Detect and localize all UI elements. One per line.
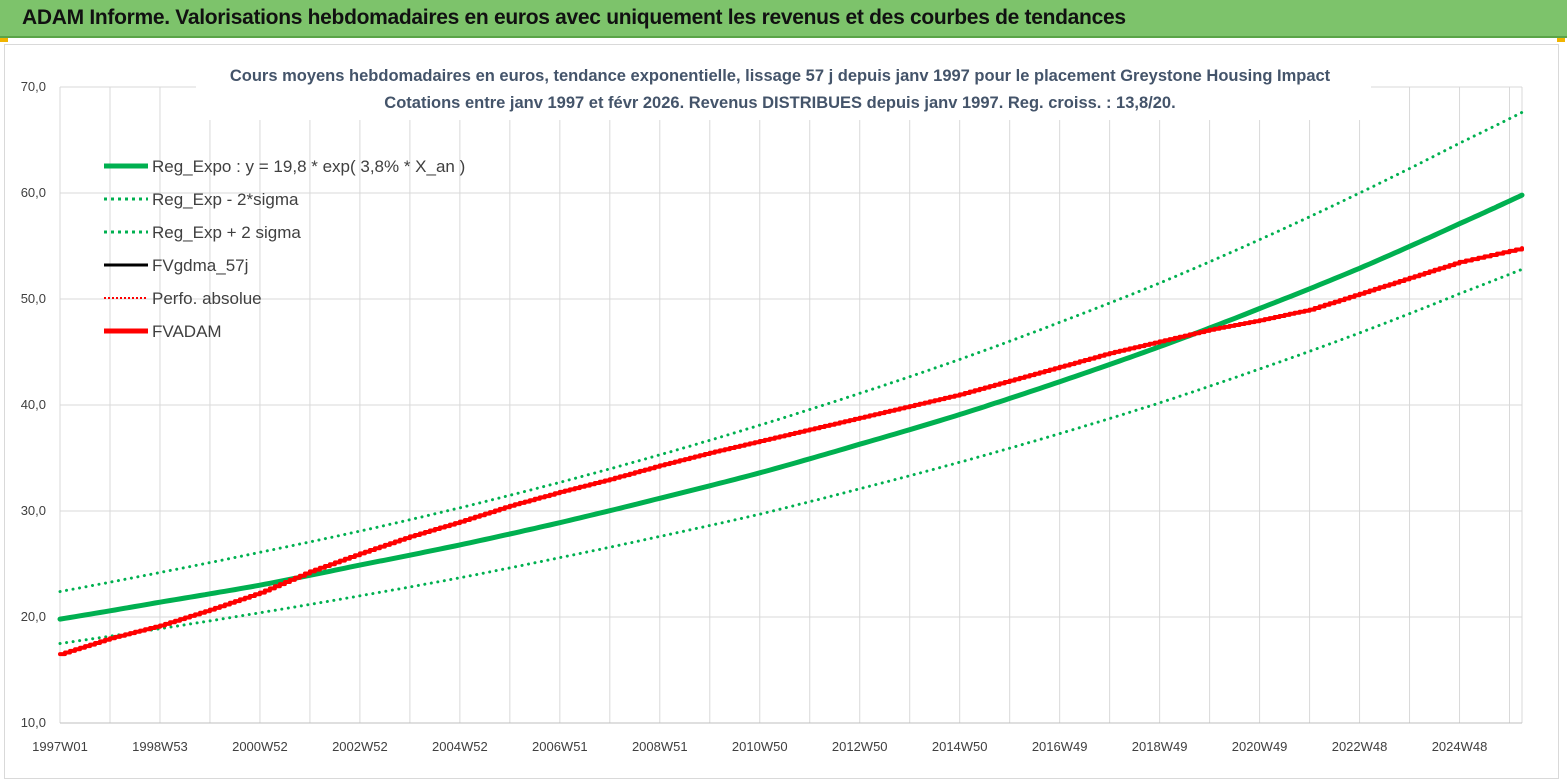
x-tick-label: 2000W52 xyxy=(232,739,288,754)
corner-marker-left xyxy=(0,38,8,42)
x-tick-label: 2020W49 xyxy=(1232,739,1288,754)
series-line-2 xyxy=(58,110,1524,594)
legend: Reg_Expo : y = 19,8 * exp( 3,8% * X_an )… xyxy=(104,157,465,341)
x-tick-label: 2006W51 xyxy=(532,739,588,754)
corner-marker-right xyxy=(1557,38,1565,42)
x-tick-label: 1997W01 xyxy=(32,739,88,754)
x-tick-label: 2018W49 xyxy=(1132,739,1188,754)
legend-label: Perfo. absolue xyxy=(152,289,262,308)
y-tick-label: 30,0 xyxy=(21,503,46,518)
legend-label: FVADAM xyxy=(152,322,222,341)
x-tick-label: 2002W52 xyxy=(332,739,388,754)
x-tick-label: 2022W48 xyxy=(1332,739,1388,754)
x-tick-label: 2008W51 xyxy=(632,739,688,754)
series-line-5 xyxy=(58,246,1524,657)
chart-title-background xyxy=(196,62,1371,120)
x-tick-label: 2004W52 xyxy=(432,739,488,754)
x-tick-label: 2012W50 xyxy=(832,739,888,754)
x-tick-label: 2024W48 xyxy=(1432,739,1488,754)
x-axis-ticks: 1997W01 1998W53 2000W52 2002W52 2004W52 2006W… xyxy=(32,739,1487,754)
series-group xyxy=(57,110,1525,657)
chart-frame xyxy=(4,44,1559,779)
legend-label: Reg_Expo : y = 19,8 * exp( 3,8% * X_an ) xyxy=(152,157,465,176)
grid-lines xyxy=(59,86,1523,724)
y-axis-ticks: 10,0 20,0 30,0 40,0 50,0 60,0 70,0 xyxy=(21,79,46,730)
x-tick-label: 2010W50 xyxy=(732,739,788,754)
y-tick-label: 70,0 xyxy=(21,79,46,94)
header-bar: ADAM Informe. Valorisations hebdomadaire… xyxy=(0,0,1567,38)
chart-title-line-1: Cours moyens hebdomadaires en euros, ten… xyxy=(230,67,1331,85)
y-tick-label: 20,0 xyxy=(21,609,46,624)
y-tick-label: 10,0 xyxy=(21,715,46,730)
series-line-0 xyxy=(57,192,1525,622)
y-tick-label: 60,0 xyxy=(21,185,46,200)
chart-title-line-2: Cotations entre janv 1997 et févr 2026. … xyxy=(384,94,1175,112)
y-tick-label: 50,0 xyxy=(21,291,46,306)
x-tick-label: 2016W49 xyxy=(1032,739,1088,754)
legend-label: FVgdma_57j xyxy=(152,256,248,275)
x-tick-label: 1998W53 xyxy=(132,739,188,754)
page-title: ADAM Informe. Valorisations hebdomadaire… xyxy=(22,6,1126,29)
series-line-1 xyxy=(58,267,1524,645)
legend-label: Reg_Exp + 2 sigma xyxy=(152,223,301,242)
x-tick-label: 2014W50 xyxy=(932,739,988,754)
legend-label: Reg_Exp - 2*sigma xyxy=(152,190,299,209)
y-tick-label: 40,0 xyxy=(21,397,46,412)
